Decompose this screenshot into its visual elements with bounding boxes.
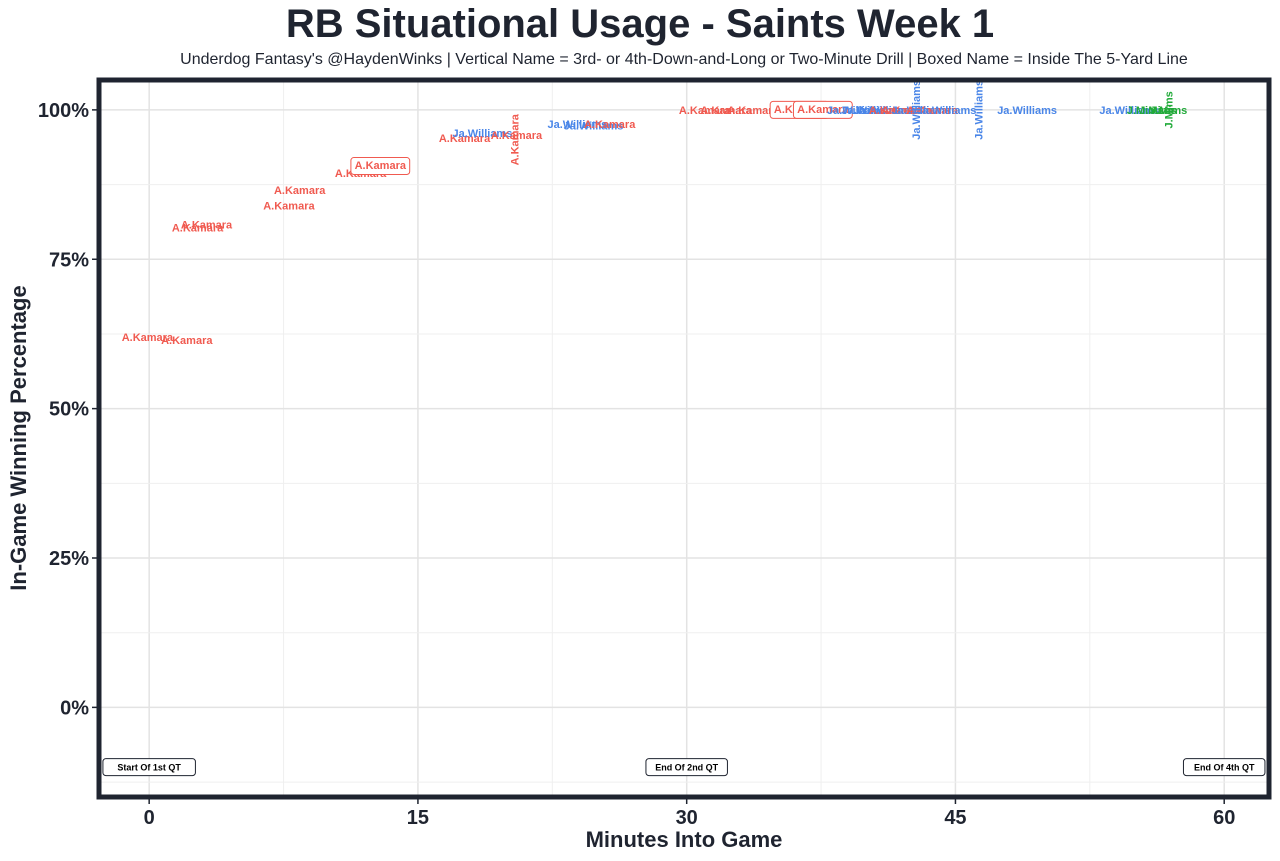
y-tick-label: 100% <box>38 100 89 122</box>
point-label: A.Kamara <box>491 130 543 142</box>
quarter-marker-box <box>102 758 196 777</box>
point-label-vertical: Ja.Williams <box>911 80 923 140</box>
point-label: A.Kamara <box>869 105 921 117</box>
quarter-marker-box <box>645 758 728 777</box>
x-tick-label: 0 <box>144 807 155 829</box>
point-label: A.Kamara <box>439 133 491 145</box>
point-label: A.Kamara <box>906 105 958 117</box>
y-tick-label: 25% <box>49 548 89 570</box>
point-label: Ja.Williams <box>827 105 887 117</box>
point-label: J.Mims <box>1127 105 1164 117</box>
point-label: A.Kamara <box>355 160 407 172</box>
point-label: A.Kamara <box>584 119 636 131</box>
point-label: Ja.Williams <box>841 105 901 117</box>
y-axis-ticks: 0% 25% 50% 75% 100% <box>38 100 97 719</box>
point-label: Ja.Williams <box>453 128 513 140</box>
x-tick-label: 60 <box>1213 807 1235 829</box>
quarter-markers: Start Of 1st QT End Of 2nd QT End Of 4th Q… <box>102 758 1266 777</box>
chart-title: RB Situational Usage - Saints Week 1 <box>285 2 995 46</box>
point-label: Ja.Williams <box>891 105 951 117</box>
point-label: A.Kamara <box>181 220 233 232</box>
y-axis-title: In-Game Winning Percentage <box>6 285 31 590</box>
point-label: A.Kamara <box>161 335 213 347</box>
point-label: Ja.Williams <box>564 120 624 132</box>
point-label: A.Kamara <box>700 105 752 117</box>
point-label-vertical: J.Mims <box>1164 91 1176 128</box>
point-label-vertical: A.Kamara <box>510 113 522 165</box>
point-label: Ja.Williams <box>854 105 914 117</box>
y-tick-label: 75% <box>49 249 89 271</box>
grid-lines <box>99 80 1269 797</box>
y-tick-label: 0% <box>60 697 89 719</box>
y-tick-label: 50% <box>49 399 89 421</box>
quarter-marker-label: End Of 2nd QT <box>655 763 718 773</box>
x-tick-label: 30 <box>676 807 698 829</box>
point-label-vertical: Ja.Williams <box>974 80 986 140</box>
point-label: J.Mims <box>1139 105 1176 117</box>
chart-subtitle: Underdog Fantasy's @HaydenWinks | Vertic… <box>180 51 1188 68</box>
point-label: Ja.Williams <box>917 105 977 117</box>
point-label: A.Kamara <box>679 105 731 117</box>
data-points: A.KamaraA.KamaraA.KamaraA.KamaraA.Kamara… <box>122 80 1188 347</box>
quarter-marker-label: End Of 4th QT <box>1194 763 1255 773</box>
x-tick-label: 15 <box>407 807 429 829</box>
plot-background <box>99 80 1269 797</box>
point-label: Ja.Williams <box>547 119 607 131</box>
plot-border <box>96 77 1272 800</box>
point-label: A.Kamara <box>727 105 779 117</box>
point-box <box>350 157 411 176</box>
point-label: J.Mims <box>1150 105 1187 117</box>
point-label: A.Kamara <box>263 200 315 212</box>
point-label: Ja.Williams <box>1099 105 1159 117</box>
x-axis-title: Minutes Into Game <box>586 827 783 852</box>
point-label: A.Kamara <box>881 105 933 117</box>
point-box <box>792 100 853 119</box>
quarter-marker-box <box>1182 758 1266 777</box>
x-axis-ticks: 0 15 30 45 60 <box>144 799 1235 829</box>
point-label: A.Kamara <box>122 332 174 344</box>
point-label: A.Kamara <box>797 104 849 116</box>
point-label: Ja.Williams <box>997 105 1057 117</box>
x-tick-label: 45 <box>944 807 966 829</box>
point-label: A.Kamara <box>172 223 224 235</box>
point-label: A.Kamara <box>274 185 326 197</box>
quarter-marker-label: Start Of 1st QT <box>117 763 181 773</box>
